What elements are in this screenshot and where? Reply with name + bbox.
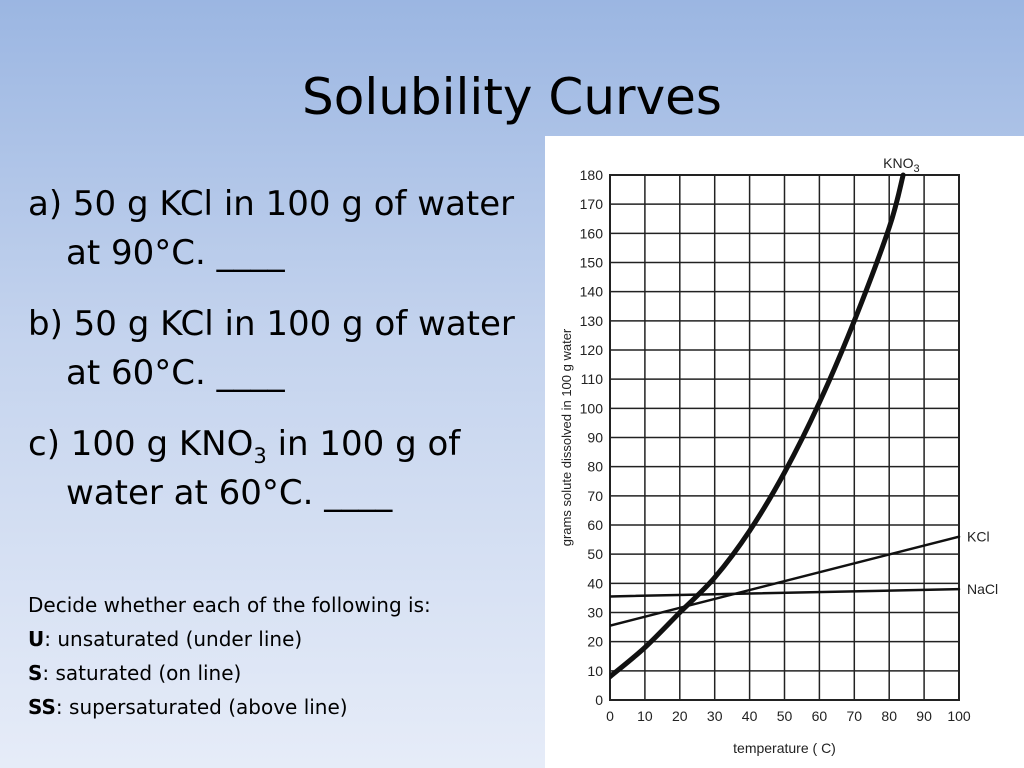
chart-panel: 0 10 20 30 40 50 60 70 80 90 100 0 10 20 30 40 50 60 70 80 9…	[545, 136, 1024, 768]
y-tick-label: 50	[587, 546, 603, 562]
slide-title: Solubility Curves	[302, 68, 722, 126]
question-text: 50 g KCl in 100 g of water at 90°C. ____	[66, 184, 515, 273]
x-tick-label: 0	[606, 708, 614, 724]
option-text: : unsaturated (under line)	[44, 627, 303, 651]
solubility-chart: 0 10 20 30 40 50 60 70 80 90 100 0 10 20 30 40 50 60 70 80 9…	[559, 155, 998, 756]
instructions: Decide whether each of the following is:…	[28, 588, 528, 724]
y-tick-label: 150	[580, 255, 604, 271]
question-letter: c)	[28, 424, 71, 464]
option-text: : saturated (on line)	[42, 661, 242, 685]
x-tick-label: 90	[916, 708, 932, 724]
series-nacl-label: NaCl	[967, 581, 998, 597]
question-b: b) 50 g KCl in 100 g of water at 60°C. _…	[28, 300, 528, 398]
y-tick-label: 180	[580, 167, 604, 183]
x-tick-label: 70	[847, 708, 863, 724]
y-tick-label: 90	[587, 430, 603, 446]
x-tick-label: 40	[742, 708, 758, 724]
option-unsaturated: U: unsaturated (under line)	[28, 622, 528, 656]
x-tick-label: 60	[812, 708, 828, 724]
option-code: SS	[28, 695, 56, 719]
y-tick-label: 140	[580, 284, 604, 300]
y-tick-label: 110	[581, 371, 604, 387]
y-tick-label: 30	[587, 605, 603, 621]
option-saturated: S: saturated (on line)	[28, 656, 528, 690]
x-tick-label: 80	[881, 708, 897, 724]
question-c: c) 100 g KNO3 in 100 g of water at 60°C.…	[28, 420, 528, 518]
y-tick-label: 130	[580, 313, 604, 329]
y-tick-label: 0	[595, 692, 603, 708]
x-tick-label: 20	[672, 708, 688, 724]
question-letter: a)	[28, 184, 73, 224]
x-tick-label: 10	[637, 708, 653, 724]
series-nacl-line	[610, 587, 961, 598]
option-code: U	[28, 627, 45, 651]
question-list: a) 50 g KCl in 100 g of water at 90°C. _…	[28, 180, 528, 540]
option-code: S	[28, 661, 43, 685]
y-tick-label: 10	[587, 663, 603, 679]
y-tick-label: 70	[587, 488, 603, 504]
instructions-intro: Decide whether each of the following is:	[28, 593, 431, 617]
y-tick-label: 170	[580, 196, 604, 212]
series-kno3-line	[610, 172, 906, 680]
y-tick-label: 80	[587, 459, 603, 475]
x-tick-label: 30	[707, 708, 723, 724]
y-tick-label: 120	[580, 342, 604, 358]
y-axis-label: grams solute dissolved in 100 g water	[559, 328, 574, 546]
x-tick-label: 50	[777, 708, 793, 724]
y-tick-label: 160	[580, 225, 604, 241]
y-tick-label: 40	[587, 575, 603, 591]
question-text-end: in 100 g of water at 60°C. ____	[66, 424, 461, 513]
option-supersaturated: SS: supersaturated (above line)	[28, 690, 528, 724]
series-kcl-line	[610, 535, 961, 627]
question-text: 50 g KCl in 100 g of water at 60°C. ____	[66, 304, 515, 393]
y-tick-label: 20	[587, 634, 603, 650]
y-tick-label: 100	[580, 400, 604, 416]
question-subscript: 3	[253, 442, 267, 468]
question-a: a) 50 g KCl in 100 g of water at 90°C. _…	[28, 180, 528, 278]
x-tick-label: 100	[947, 708, 971, 724]
y-tick-label: 60	[587, 517, 603, 533]
question-text: 100 g KNO	[70, 424, 254, 464]
series-kno3-label: KNO3	[883, 155, 919, 175]
question-letter: b)	[28, 304, 74, 344]
option-text: : supersaturated (above line)	[55, 695, 348, 719]
x-axis-label: temperature ( C)	[733, 740, 836, 756]
series-kcl-label: KCl	[967, 529, 990, 545]
